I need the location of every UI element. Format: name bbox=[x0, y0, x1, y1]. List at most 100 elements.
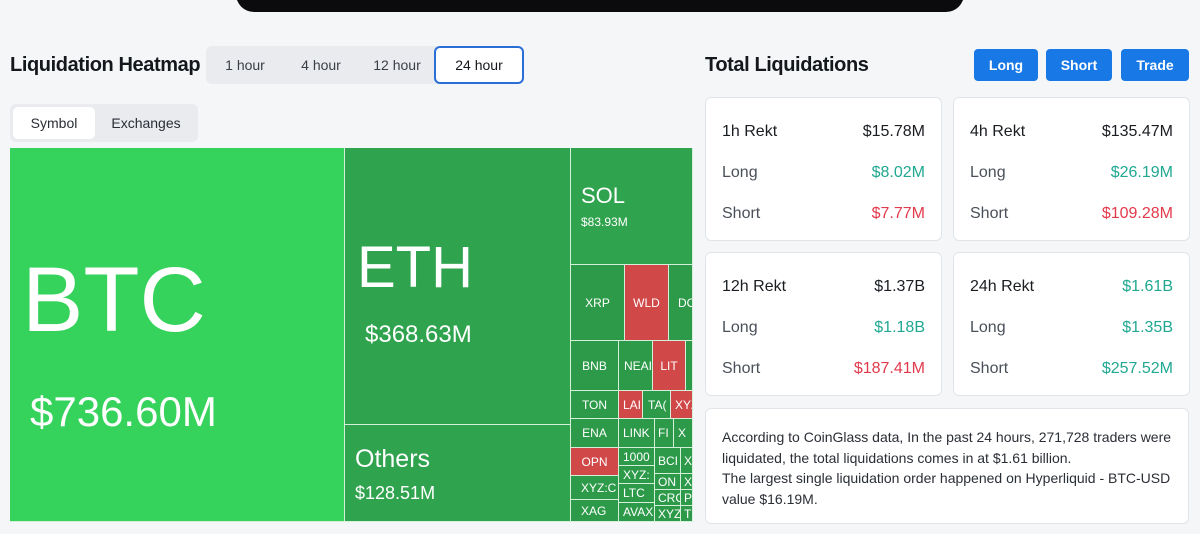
short-value: $7.77M bbox=[871, 205, 925, 222]
treemap-cell-xyz[interactable]: XYZ bbox=[671, 391, 693, 419]
top-ad-banner[interactable] bbox=[236, 0, 964, 12]
cell-symbol: CRC bbox=[658, 490, 680, 505]
treemap-cell-small[interactable] bbox=[686, 341, 693, 391]
rekt-card-24h: 24h Rekt $1.61B Long $1.35B Short $257.52M bbox=[953, 252, 1190, 396]
treemap-cell-on[interactable]: ON bbox=[655, 474, 681, 490]
long-label: Long bbox=[722, 319, 758, 336]
cell-symbol: LIT bbox=[660, 358, 678, 373]
summary-largest-order: The largest single liquidation order hap… bbox=[722, 470, 1171, 507]
cell-symbol: Others bbox=[355, 445, 431, 473]
tab-12-hour[interactable]: 12 hour bbox=[373, 57, 421, 73]
trade-button[interactable]: Trade bbox=[1121, 49, 1189, 81]
treemap-cell-ta[interactable]: TA( bbox=[643, 391, 671, 419]
card-label: 12h Rekt bbox=[722, 278, 787, 295]
cell-symbol: NEAI bbox=[624, 358, 653, 373]
treemap-cell-la[interactable]: LAI bbox=[619, 391, 643, 419]
treemap-cell-near[interactable]: NEAI bbox=[619, 341, 653, 391]
liquidation-summary: According to CoinGlass data, In the past… bbox=[705, 408, 1189, 524]
short-value: $257.52M bbox=[1101, 360, 1173, 377]
treemap-cell-p[interactable]: P bbox=[681, 490, 693, 506]
cell-symbol: 1000 bbox=[623, 449, 650, 464]
cell-symbol: AVAX bbox=[623, 505, 654, 519]
cell-symbol: XYZ bbox=[675, 397, 692, 412]
treemap-cell-x3[interactable]: X bbox=[681, 474, 693, 490]
cell-symbol: OPN bbox=[581, 454, 608, 469]
short-label: Short bbox=[722, 360, 761, 377]
treemap-cell-t[interactable]: T bbox=[681, 506, 693, 522]
treemap-cell-xyz-c[interactable]: XYZ:C bbox=[571, 476, 619, 500]
treemap-cell-link[interactable]: LINK bbox=[619, 419, 655, 448]
cell-symbol: P bbox=[684, 490, 693, 505]
cell-value: $736.60M bbox=[30, 388, 217, 435]
treemap-cell-1000[interactable]: 1000 bbox=[619, 448, 655, 466]
treemap-cell-ena[interactable]: ENA bbox=[571, 419, 619, 448]
short-button[interactable]: Short bbox=[1046, 49, 1112, 81]
cell-value: $128.51M bbox=[355, 483, 436, 503]
treemap-cell-bch[interactable]: BCI bbox=[655, 448, 681, 474]
tab-24-hour[interactable]: 24 hour bbox=[434, 46, 524, 84]
cell-symbol: ETH bbox=[357, 235, 473, 300]
long-value: $1.35B bbox=[1122, 319, 1173, 336]
long-button[interactable]: Long bbox=[974, 49, 1038, 81]
cell-symbol: XYZ:C bbox=[581, 480, 617, 495]
liquidation-treemap: BTC $736.60M ETH $368.63M Others $128.51… bbox=[10, 148, 693, 522]
cell-symbol: LAI bbox=[623, 397, 642, 412]
treemap-cell-avax[interactable]: AVAX bbox=[619, 503, 655, 522]
long-value: $1.18B bbox=[874, 319, 925, 336]
cell-symbol: BTC bbox=[22, 249, 206, 351]
card-total: $15.78M bbox=[862, 123, 925, 140]
treemap-cell-sol[interactable]: SOL $83.93M bbox=[571, 148, 693, 265]
treemap-cell-opn[interactable]: OPN bbox=[571, 448, 619, 476]
treemap-cell-btc[interactable]: BTC $736.60M bbox=[10, 148, 345, 522]
treemap-cell-fi[interactable]: FI bbox=[655, 419, 674, 448]
tab-exchanges[interactable]: Exchanges bbox=[111, 115, 181, 131]
treemap-cell-eth[interactable]: ETH $368.63M bbox=[345, 148, 571, 425]
treemap-cell-ton[interactable]: TON bbox=[571, 391, 619, 419]
treemap-cell-x2[interactable]: X bbox=[681, 448, 693, 474]
cell-symbol: XYZ bbox=[658, 506, 681, 521]
long-label: Long bbox=[970, 164, 1006, 181]
card-label: 1h Rekt bbox=[722, 123, 778, 140]
long-label: Long bbox=[970, 319, 1006, 336]
cell-symbol: TA( bbox=[648, 397, 667, 412]
long-value: $8.02M bbox=[871, 164, 925, 181]
card-total: $1.61B bbox=[1122, 278, 1173, 295]
tab-4-hour[interactable]: 4 hour bbox=[301, 57, 341, 73]
cell-symbol: X bbox=[678, 426, 687, 440]
cell-symbol: DO bbox=[678, 295, 692, 310]
treemap-cell-bnb[interactable]: BNB bbox=[571, 341, 619, 391]
short-value: $109.28M bbox=[1101, 205, 1173, 222]
tab-symbol[interactable]: Symbol bbox=[13, 107, 95, 139]
rekt-card-4h: 4h Rekt $135.47M Long $26.19M Short $109.28… bbox=[953, 97, 1190, 241]
cell-symbol: TON bbox=[581, 397, 608, 412]
cell-value: $83.93M bbox=[581, 215, 628, 229]
card-total: $135.47M bbox=[1101, 123, 1173, 140]
tab-1-hour[interactable]: 1 hour bbox=[225, 57, 265, 73]
long-label: Long bbox=[722, 164, 758, 181]
short-label: Short bbox=[970, 360, 1009, 377]
treemap-cell-xyz-2[interactable]: XYZ: bbox=[619, 466, 655, 484]
cell-value: $368.63M bbox=[365, 321, 472, 348]
cell-symbol: X bbox=[684, 474, 693, 489]
treemap-cell-others[interactable]: Others $128.51M bbox=[345, 425, 571, 522]
cell-symbol: ON bbox=[658, 474, 676, 489]
treemap-cell-wld[interactable]: WLD bbox=[625, 265, 669, 341]
treemap-cell-xyz-3[interactable]: XYZ bbox=[655, 506, 681, 522]
treemap-cell-xrp[interactable]: XRP bbox=[571, 265, 625, 341]
treemap-cell-x[interactable]: X bbox=[674, 419, 693, 448]
treemap-cell-ltc[interactable]: LTC bbox=[619, 484, 655, 503]
card-label: 24h Rekt bbox=[970, 278, 1035, 295]
cell-symbol: BNB bbox=[582, 358, 607, 373]
card-label: 4h Rekt bbox=[970, 123, 1026, 140]
total-liquidations-title: Total Liquidations bbox=[705, 54, 869, 76]
treemap-cell-xag[interactable]: XAG bbox=[571, 500, 619, 522]
cell-symbol: WLD bbox=[633, 295, 660, 310]
cell-symbol: LTC bbox=[623, 486, 645, 500]
card-total: $1.37B bbox=[874, 278, 925, 295]
cell-symbol: BCI bbox=[658, 453, 679, 468]
time-range-tabs: 1 hour 4 hour 12 hour 24 hour bbox=[206, 46, 524, 84]
treemap-cell-do[interactable]: DO bbox=[669, 265, 693, 341]
treemap-cell-lit[interactable]: LIT bbox=[653, 341, 686, 391]
cell-symbol: X bbox=[684, 453, 693, 468]
treemap-cell-cro[interactable]: CRC bbox=[655, 490, 681, 506]
